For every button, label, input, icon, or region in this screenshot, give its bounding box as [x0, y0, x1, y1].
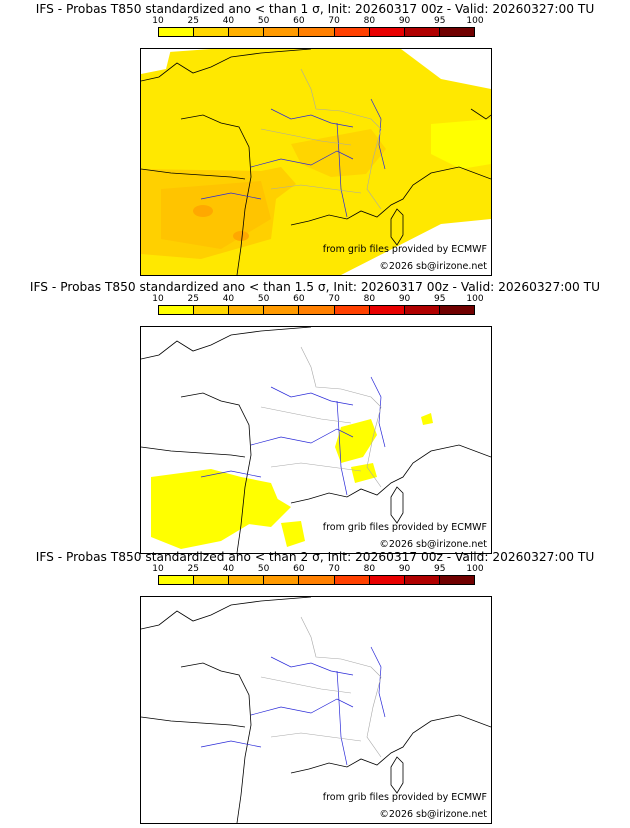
- colorbar-swatch: [334, 576, 370, 584]
- colorbar-ticks: 10 25 40 50 60 70 80 90 95 100: [152, 564, 483, 576]
- colorbar-swatch: [439, 306, 474, 314]
- copyright-credit: ©2026 sb@irizone.net: [379, 539, 487, 550]
- colorbar-swatch: [159, 306, 195, 314]
- colorbar-swatch: [404, 576, 440, 584]
- borders: [260, 616, 382, 758]
- colorbar-swatch: [299, 306, 335, 314]
- source-credit: from grib files provided by ECMWF: [322, 792, 487, 803]
- colorbar-swatch: [404, 28, 440, 36]
- colorbar-tick-label: 80: [363, 294, 376, 304]
- colorbar-swatch: [299, 576, 335, 584]
- colorbar: 10 25 40 50 60 70 80 90 95 100: [152, 16, 484, 46]
- panel-title: IFS - Probas T850 standardized ano < tha…: [29, 280, 601, 294]
- colorbar-tick-label: 80: [363, 564, 376, 574]
- colorbar-tick-label: 50: [257, 564, 270, 574]
- colorbar-swatch: [299, 28, 335, 36]
- colorbar: 10 25 40 50 60 70 80 90 95 100: [152, 294, 484, 324]
- colorbar-tick-label: 70: [328, 564, 340, 574]
- map-canvas: [141, 597, 491, 823]
- rivers: [200, 376, 386, 496]
- colorbar-tick-label: 100: [466, 16, 484, 26]
- colorbar-swatch: [229, 576, 265, 584]
- colorbar-tick-label: 95: [434, 294, 446, 304]
- source-credit: from grib files provided by ECMWF: [322, 244, 487, 255]
- source-credit: from grib files provided by ECMWF: [322, 522, 487, 533]
- colorbar-swatch: [194, 306, 230, 314]
- colorbar-tick-label: 100: [466, 294, 484, 304]
- colorbar-tick-label: 100: [466, 564, 484, 574]
- colorbar-ticks: 10 25 40 50 60 70 80 90 95 100: [152, 294, 483, 306]
- probability-fill: [151, 413, 433, 549]
- colorbar-tick-label: 50: [257, 294, 270, 304]
- copyright-credit: ©2026 sb@irizone.net: [379, 809, 487, 820]
- coastline: [141, 597, 491, 823]
- colorbar-tick-label: 60: [293, 16, 305, 26]
- colorbar-swatch: [194, 28, 230, 36]
- colorbar-tick-label: 10: [152, 16, 164, 26]
- colorbar-tick-label: 40: [222, 16, 235, 26]
- colorbar-swatch: [439, 576, 474, 584]
- colorbar-swatch: [264, 576, 300, 584]
- colorbar-swatch: [404, 306, 440, 314]
- map-canvas: [141, 327, 491, 553]
- colorbar-tick-label: 60: [293, 294, 305, 304]
- colorbar-tick-label: 60: [293, 564, 305, 574]
- coastline: [141, 49, 491, 275]
- colorbar-tick-label: 90: [398, 294, 411, 304]
- colorbar-tick-label: 70: [328, 16, 340, 26]
- borders: [260, 346, 382, 488]
- colorbar-tick-label: 80: [363, 16, 376, 26]
- rivers: [200, 646, 386, 766]
- colorbar-tick-label: 40: [222, 564, 235, 574]
- colorbar-tick-label: 10: [152, 294, 164, 304]
- colorbar: 10 25 40 50 60 70 80 90 95 100: [152, 564, 484, 594]
- map-panel-1: IFS - Probas T850 standardized ano < tha…: [0, 0, 630, 276]
- colorbar-tick-label: 25: [187, 564, 199, 574]
- map-canvas: [141, 49, 491, 275]
- colorbar-tick-label: 25: [187, 16, 199, 26]
- panel-title: IFS - Probas T850 standardized ano < tha…: [35, 2, 595, 16]
- colorbar-tick-label: 95: [434, 564, 446, 574]
- colorbar-swatches: [158, 27, 475, 37]
- colorbar-swatch: [439, 28, 474, 36]
- colorbar-tick-label: 25: [187, 294, 199, 304]
- colorbar-swatch: [369, 576, 405, 584]
- colorbar-swatch: [264, 306, 300, 314]
- colorbar-swatch: [229, 306, 265, 314]
- map-panel-3: IFS - Probas T850 standardized ano < tha…: [0, 548, 630, 824]
- colorbar-tick-label: 10: [152, 564, 164, 574]
- colorbar-swatch: [229, 28, 265, 36]
- panel-title: IFS - Probas T850 standardized ano < tha…: [35, 550, 595, 564]
- probability-map[interactable]: from grib files provided by ECMWF ©2026 …: [140, 596, 492, 824]
- colorbar-swatches: [158, 305, 475, 315]
- coastline: [141, 327, 491, 553]
- colorbar-swatch: [334, 28, 370, 36]
- copyright-credit: ©2026 sb@irizone.net: [379, 261, 487, 272]
- colorbar-swatch: [159, 576, 195, 584]
- colorbar-tick-label: 70: [328, 294, 340, 304]
- borders: [260, 68, 382, 210]
- colorbar-tick-label: 90: [398, 564, 411, 574]
- colorbar-tick-label: 40: [222, 294, 235, 304]
- colorbar-swatches: [158, 575, 475, 585]
- colorbar-swatch: [369, 28, 405, 36]
- colorbar-swatch: [369, 306, 405, 314]
- probability-map[interactable]: from grib files provided by ECMWF ©2026 …: [140, 48, 492, 276]
- colorbar-tick-label: 90: [398, 16, 411, 26]
- colorbar-swatch: [334, 306, 370, 314]
- colorbar-swatch: [159, 28, 195, 36]
- colorbar-swatch: [194, 576, 230, 584]
- probability-map[interactable]: from grib files provided by ECMWF ©2026 …: [140, 326, 492, 554]
- map-panel-2: IFS - Probas T850 standardized ano < tha…: [0, 278, 630, 554]
- colorbar-tick-label: 95: [434, 16, 446, 26]
- colorbar-swatch: [264, 28, 300, 36]
- rivers: [200, 98, 386, 218]
- colorbar-ticks: 10 25 40 50 60 70 80 90 95 100: [152, 16, 483, 28]
- colorbar-tick-label: 50: [257, 16, 270, 26]
